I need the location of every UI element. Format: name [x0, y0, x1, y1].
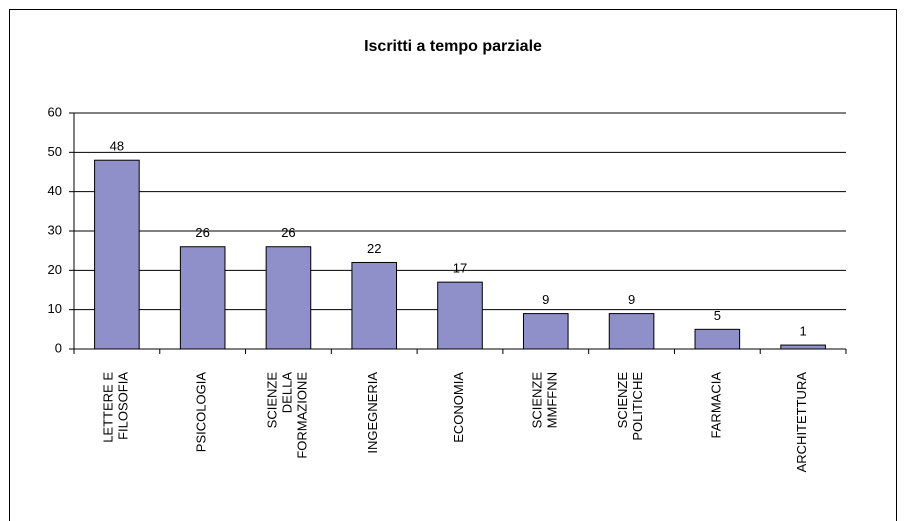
- chart-border: [9, 9, 897, 521]
- bar: [179, 246, 226, 350]
- bar: [522, 313, 569, 350]
- x-tick-label: SCIENZEDELLAFORMAZIONE: [265, 372, 310, 459]
- x-tick-label: SCIENZEPOLITICHE: [615, 372, 645, 441]
- data-label: 22: [367, 241, 381, 256]
- x-tick-label: ARCHITETTURA: [795, 372, 810, 473]
- x-tick-label: ECONOMIA: [451, 372, 466, 443]
- data-label: 48: [110, 139, 124, 154]
- data-label: 26: [281, 225, 295, 240]
- y-tick-label: 60: [48, 104, 62, 119]
- x-tick-label: SCIENZEMMFFNN: [530, 372, 560, 429]
- x-tick-label: INGEGNERIA: [366, 372, 381, 454]
- y-tick-label: 10: [48, 301, 62, 316]
- x-tick-label: FARMACIA: [709, 372, 724, 439]
- bar: [265, 246, 312, 350]
- bar: [94, 159, 140, 350]
- bar: [694, 328, 741, 350]
- data-label: 1: [799, 324, 806, 339]
- x-tick-label: LETTERE EFILOSOFIA: [101, 372, 131, 443]
- data-label: 5: [714, 308, 721, 323]
- y-tick-label: 40: [48, 183, 62, 198]
- data-label: 9: [542, 292, 549, 307]
- bar: [780, 344, 826, 350]
- x-tick-label: PSICOLOGIA: [194, 372, 209, 453]
- bar: [608, 313, 655, 350]
- chart-title: Iscritti a tempo parziale: [364, 38, 542, 55]
- y-tick-label: 0: [55, 340, 62, 355]
- bar: [351, 261, 398, 350]
- bar: [437, 281, 483, 350]
- y-tick-label: 50: [48, 144, 62, 159]
- y-tick-label: 20: [48, 262, 62, 277]
- data-label: 26: [195, 225, 209, 240]
- data-label: 17: [453, 261, 467, 276]
- y-tick-label: 30: [48, 222, 62, 237]
- data-label: 9: [628, 292, 635, 307]
